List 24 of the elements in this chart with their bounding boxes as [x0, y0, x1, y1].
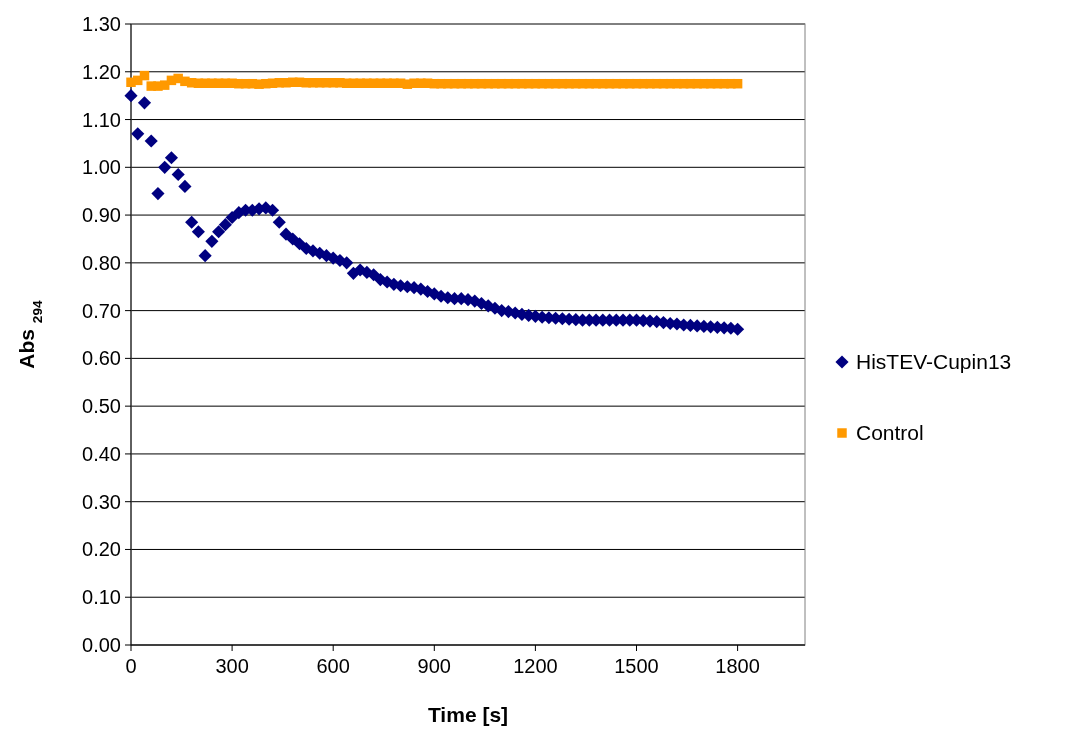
x-tick-label: 600: [316, 655, 350, 677]
y-tick-label: 0.60: [82, 347, 121, 370]
y-tick-label: 0.50: [82, 395, 121, 418]
legend-label: HisTEV-Cupin13: [856, 350, 1012, 374]
x-tick-label: 1200: [513, 655, 558, 677]
y-tick-label: 0.70: [82, 299, 121, 322]
x-tick-label: 300: [215, 655, 249, 677]
y-tick-label: 1.20: [82, 60, 121, 83]
y-tick-label: 1.00: [82, 156, 121, 179]
y-tick-label: 0.40: [82, 442, 121, 465]
legend-label: Control: [856, 421, 924, 445]
x-tick-label: 1800: [715, 655, 760, 677]
y-tick-label: 0.00: [82, 634, 121, 656]
x-axis-title: Time [s]: [427, 703, 509, 726]
y-tick-label: 0.90: [82, 204, 121, 227]
x-tick-label: 900: [417, 655, 451, 677]
y-tick-label: 0.30: [82, 490, 121, 513]
x-tick-label: 0: [125, 655, 137, 677]
x-tick-label: 1500: [614, 655, 659, 677]
y-tick-label: 0.10: [82, 586, 121, 609]
y-tick-label: 1.30: [82, 13, 121, 35]
y-tick-label: 0.80: [82, 251, 121, 274]
y-tick-label: 0.20: [82, 538, 121, 561]
y-tick-label: 1.10: [82, 108, 121, 131]
